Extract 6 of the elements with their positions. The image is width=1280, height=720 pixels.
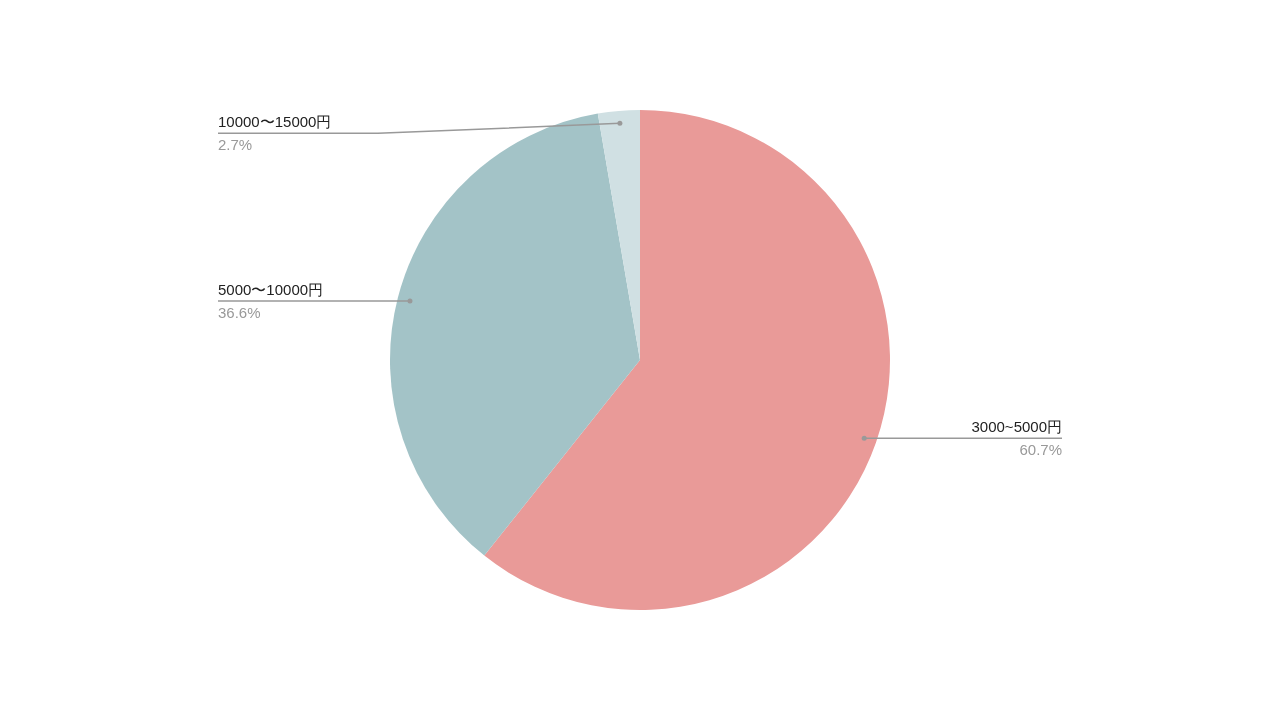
slice-label: 3000~5000円 <box>971 417 1062 435</box>
slice-label: 5000〜10000円 <box>218 280 324 298</box>
data-label: 60.7% <box>1019 440 1062 458</box>
data-label: 36.6% <box>218 303 261 321</box>
slice-label: 10000〜15000円 <box>218 112 332 130</box>
data-label: 2.7% <box>218 135 253 153</box>
